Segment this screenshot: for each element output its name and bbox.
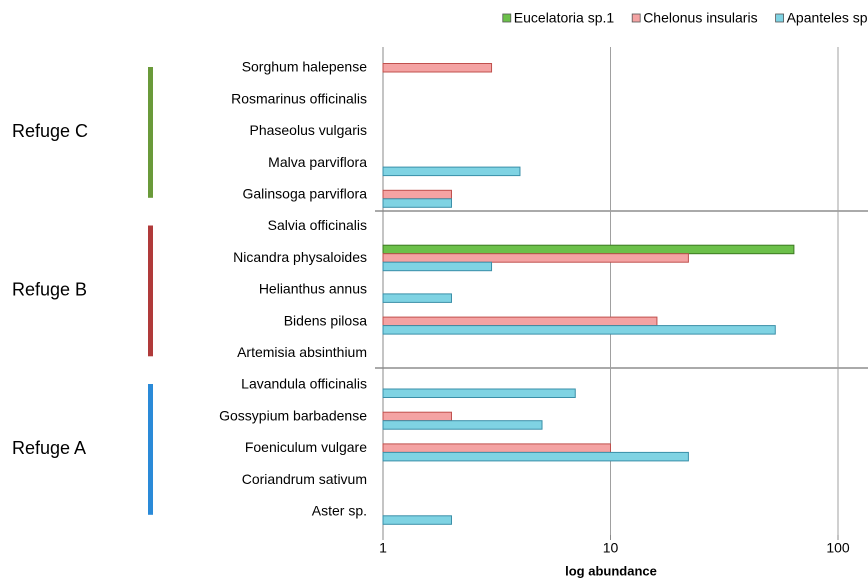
- bar: [382, 411, 452, 422]
- bar: [382, 189, 452, 200]
- legend-label: Eucelatoria sp.1: [514, 10, 615, 26]
- category-label: Bidens pilosa: [284, 312, 367, 328]
- group-bar: [148, 384, 153, 515]
- category-label: Sorghum halepense: [242, 59, 368, 75]
- group-label: Refuge A: [12, 438, 86, 458]
- bar: [382, 443, 611, 453]
- legend-swatch: [631, 13, 641, 23]
- bar: [382, 244, 795, 255]
- bar: [382, 293, 452, 303]
- category-label: Foeniculum vulgare: [245, 439, 367, 455]
- x-tick-label: 1: [379, 540, 387, 556]
- category-label: Aster sp.: [312, 503, 367, 519]
- category-label: Artemisia absinthium: [237, 344, 367, 360]
- category-label: Lavandula officinalis: [241, 376, 367, 392]
- category-label: Coriandrum sativum: [242, 471, 367, 487]
- legend-label: Apanteles sp.1: [787, 10, 868, 26]
- legend-swatch: [775, 13, 784, 23]
- category-label: Nicandra physaloides: [233, 249, 367, 265]
- category-label: Galinsoga parviflora: [242, 186, 367, 202]
- category-label: Phaseolus vulgaris: [249, 122, 367, 138]
- bar: [382, 316, 658, 327]
- group-bar: [148, 225, 153, 357]
- category-label: Malva parviflora: [268, 154, 367, 170]
- bar: [382, 198, 452, 208]
- category-label: Rosmarinus officinalis: [231, 90, 367, 106]
- bar: [382, 451, 689, 462]
- x-tick-label: 100: [826, 540, 850, 556]
- group-label: Refuge B: [12, 280, 87, 300]
- group-bar: [148, 67, 153, 198]
- bar: [382, 253, 689, 263]
- bar: [382, 261, 493, 272]
- category-label: Gossypium barbadense: [219, 407, 367, 423]
- bar: [382, 63, 493, 73]
- bar: [382, 515, 452, 525]
- category-label: Helianthus annus: [259, 281, 367, 297]
- bar: [382, 420, 543, 430]
- x-axis-title: log abundance: [565, 563, 657, 578]
- x-tick-label: 10: [603, 540, 619, 556]
- legend-label: Chelonus insularis: [643, 10, 757, 26]
- category-label: Salvia officinalis: [268, 217, 367, 233]
- bar: [382, 325, 776, 335]
- bar: [382, 166, 521, 177]
- group-label: Refuge C: [12, 121, 88, 141]
- legend-swatch: [502, 13, 512, 23]
- bar: [382, 388, 576, 398]
